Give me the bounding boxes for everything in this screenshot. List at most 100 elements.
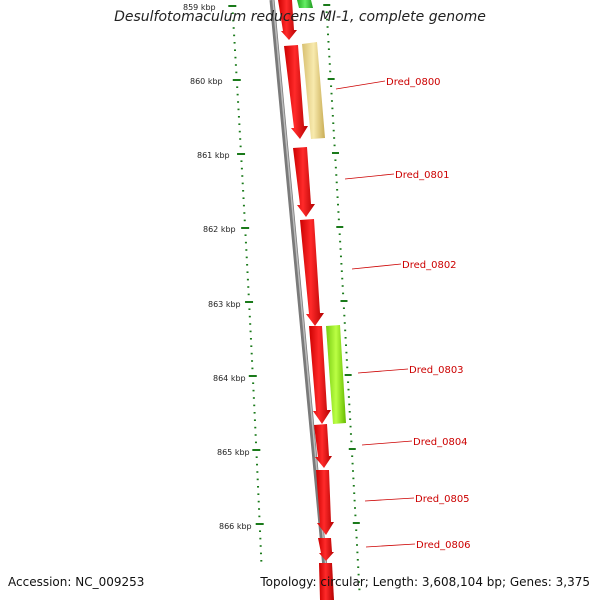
ruler-tick — [246, 278, 249, 281]
ruler-tick — [241, 227, 250, 229]
gene-tan[interactable] — [302, 42, 325, 139]
ruler-tick — [348, 403, 351, 406]
ruler-tick — [243, 219, 246, 222]
ruler-tick — [234, 64, 237, 66]
ruler-tick — [349, 433, 352, 435]
ruler-tick — [259, 537, 262, 540]
ruler-tick — [349, 425, 352, 428]
ruler-tick — [331, 152, 339, 154]
ruler-tick — [337, 218, 340, 221]
gene-label-dred-0804[interactable]: Dred_0804 — [413, 437, 468, 448]
ruler-tick — [342, 307, 345, 309]
ruler-tick — [248, 375, 257, 377]
gene-arrow[interactable] — [284, 45, 308, 139]
ruler-tick — [340, 270, 343, 272]
map-title: Desulfotomaculum reducens MI-1, complete… — [114, 9, 486, 25]
gene-label-dred-0802[interactable]: Dred_0802 — [402, 260, 457, 271]
ruler-tick — [356, 544, 359, 546]
ruler-tick — [245, 249, 248, 251]
ruler-tick — [254, 434, 257, 436]
ruler-tick — [353, 492, 356, 494]
kbp-label-864: 864 kbp — [213, 374, 246, 383]
gene-arrow[interactable] — [316, 470, 334, 535]
ruler-tick — [247, 293, 250, 296]
gene-arrow[interactable] — [300, 219, 324, 326]
ruler-tick — [338, 233, 341, 235]
gene-label-dred-0805[interactable]: Dred_0805 — [415, 494, 470, 505]
ruler-tick — [248, 308, 251, 310]
ruler-tick — [257, 500, 260, 503]
ruler-tick — [327, 48, 330, 50]
ruler-tick — [327, 33, 330, 36]
ruler-tick — [258, 515, 261, 518]
ruler-tick — [352, 477, 355, 480]
gene-arrow[interactable] — [314, 424, 332, 468]
ruler-tick — [335, 174, 338, 176]
ruler-tick — [345, 351, 348, 354]
ruler-tick — [252, 389, 255, 392]
ruler-tick — [233, 42, 236, 44]
ruler-tick — [253, 412, 256, 414]
ruler-tick — [241, 182, 244, 185]
ruler-tick — [252, 397, 255, 399]
ruler-tick — [255, 456, 258, 458]
topology-text: Topology: circular; Length: 3,608,104 bp… — [260, 575, 590, 589]
ruler-tick — [236, 86, 239, 88]
ruler-tick — [356, 551, 359, 554]
ruler-tick — [346, 366, 349, 369]
ruler-tick — [355, 529, 358, 531]
gene-arrow[interactable] — [293, 147, 315, 217]
ruler-tick — [336, 196, 339, 198]
ruler-tick — [232, 27, 235, 29]
gene-lime[interactable] — [326, 325, 346, 424]
ruler-tick — [332, 122, 335, 124]
gene-arrow[interactable] — [309, 326, 331, 424]
ruler-tick — [357, 566, 360, 568]
gene-label-dred-0801[interactable]: Dred_0801 — [395, 170, 450, 181]
ruler-tick — [259, 552, 262, 555]
ruler-tick — [343, 322, 346, 324]
ruler-tick — [353, 499, 356, 502]
ruler-tick — [245, 301, 254, 303]
ruler-tick — [231, 12, 234, 14]
ruler-tick — [347, 396, 350, 398]
ruler-tick — [258, 508, 261, 510]
gene-arrow[interactable] — [319, 563, 334, 600]
ruler-tick — [337, 211, 340, 213]
outer-track-genes — [297, 0, 346, 424]
gene-label-dred-0803[interactable]: Dred_0803 — [409, 365, 464, 376]
ruler-tick — [255, 523, 264, 525]
ruler-tick — [343, 314, 346, 317]
ruler-tick — [327, 78, 335, 80]
ruler-tick — [249, 323, 252, 325]
ruler-tick — [344, 374, 352, 376]
ruler-tick — [333, 144, 336, 147]
ruler-tick — [323, 4, 331, 6]
ruler-tick — [244, 234, 247, 236]
ruler-tick — [325, 11, 328, 13]
ruler-tick — [339, 255, 342, 258]
ruler-tick — [351, 455, 354, 457]
gene-label-dred-0800[interactable]: Dred_0800 — [386, 77, 441, 88]
ruler-tick — [234, 56, 237, 59]
ruler-tick — [257, 493, 260, 495]
ruler-tick — [238, 130, 241, 133]
ruler-tick — [354, 514, 357, 517]
ruler-tick — [345, 344, 348, 346]
gene-arrow[interactable] — [318, 538, 334, 561]
gene-label-dred-0806[interactable]: Dred_0806 — [416, 540, 471, 551]
ruler-tick — [245, 256, 248, 259]
ruler-tick — [252, 449, 261, 451]
ruler-tick — [228, 5, 237, 7]
ruler-tick — [260, 560, 263, 562]
gene-arrow[interactable] — [278, 0, 297, 40]
gene-green[interactable] — [297, 0, 313, 8]
kbp-label-862: 862 kbp — [203, 225, 236, 234]
gene-labels: Dred_0800 Dred_0801 Dred_0802 Dred_0803 … — [386, 77, 471, 551]
ruler-tick — [246, 264, 249, 266]
ruler-tick — [341, 277, 344, 280]
ruler-tick — [254, 426, 257, 429]
ruler-tick — [256, 471, 259, 473]
ruler-tick — [250, 345, 253, 347]
